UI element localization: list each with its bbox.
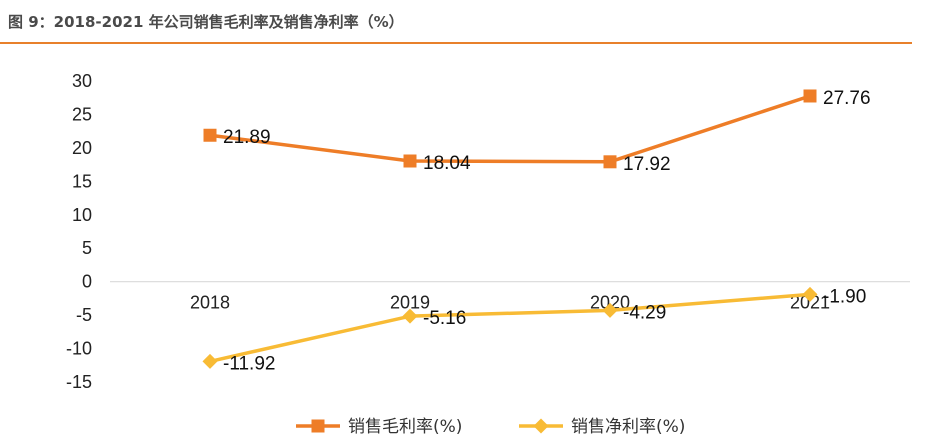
series-line <box>209 94 811 164</box>
legend-marker <box>533 418 549 434</box>
series-lines <box>209 94 811 364</box>
data-point-marker <box>403 154 417 168</box>
data-label: -4.29 <box>623 302 666 323</box>
header-divider <box>0 42 912 44</box>
x-axis-ticks: 2018 2019 2020 2021 <box>190 293 830 313</box>
data-point-marker <box>202 353 218 369</box>
y-tick-label: 0 <box>82 272 92 292</box>
y-tick-label: 30 <box>72 71 92 91</box>
x-tick-label: 2020 <box>590 293 630 313</box>
series-line <box>209 292 811 364</box>
data-label: 17.92 <box>623 154 671 175</box>
legend-label: 销售毛利率(%) <box>348 417 462 437</box>
data-point-marker <box>203 128 217 142</box>
data-point-marker <box>603 155 617 169</box>
chart-legend: 销售毛利率(%) 销售净利率(%) <box>296 417 685 437</box>
data-label: -1.90 <box>823 286 866 307</box>
figure-header: 图 9：2018-2021 年公司销售毛利率及销售净利率（%） <box>0 0 928 46</box>
y-tick-label: -5 <box>76 305 92 325</box>
x-tick-label: 2018 <box>190 293 230 313</box>
data-point-marker <box>803 89 817 103</box>
y-axis-ticks: 30 25 20 15 10 5 0 -5 -10 -15 <box>66 71 92 392</box>
y-tick-label: -10 <box>66 339 92 359</box>
data-label: 18.04 <box>423 153 471 174</box>
data-label: 21.89 <box>223 127 271 148</box>
data-point-marker <box>402 308 418 324</box>
figure-title: 图 9：2018-2021 年公司销售毛利率及销售净利率（%） <box>8 13 404 31</box>
legend-marker <box>311 419 325 433</box>
y-tick-label: 15 <box>72 171 92 191</box>
data-label: 27.76 <box>823 88 871 109</box>
y-tick-label: 5 <box>82 238 92 258</box>
x-tick-label: 2019 <box>390 293 430 313</box>
legend-label: 销售净利率(%) <box>571 417 685 437</box>
y-tick-label: -15 <box>66 372 92 392</box>
y-tick-label: 25 <box>72 104 92 124</box>
line-chart: 30 25 20 15 10 5 0 -5 -10 -15 2018 2019 2020 2021 21… <box>66 71 910 437</box>
data-point-marker <box>802 286 818 302</box>
data-point-marker <box>602 302 618 318</box>
data-labels: 21.89 18.04 17.92 27.76 -11.92 -5.16 -4.29 -1.9… <box>223 88 871 374</box>
series-markers <box>202 89 818 369</box>
data-label: -11.92 <box>223 353 275 374</box>
y-tick-label: 10 <box>72 205 92 225</box>
data-label: -5.16 <box>423 308 466 329</box>
x-tick-label: 2021 <box>790 293 830 313</box>
y-tick-label: 20 <box>72 138 92 158</box>
